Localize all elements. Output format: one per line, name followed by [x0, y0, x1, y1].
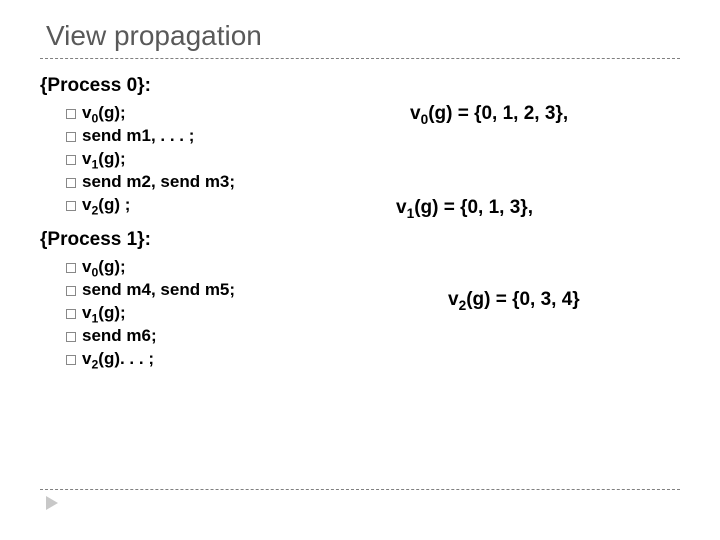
checkbox-icon	[66, 286, 76, 296]
title-underline	[40, 58, 680, 59]
left-column: {Process 0}: v0(g); send m1, . . . ; v1(…	[40, 73, 400, 383]
process-1-item-3: send m6;	[40, 326, 400, 346]
checkbox-icon	[66, 263, 76, 273]
process-1-item-4-text: v2(g). . . ;	[82, 349, 154, 369]
checkbox-icon	[66, 355, 76, 365]
checkbox-icon	[66, 178, 76, 188]
process-0-item-3-text: send m2, send m3;	[82, 172, 235, 192]
footer-arrow-icon	[46, 496, 58, 510]
process-1-item-0-text: v0(g);	[82, 257, 126, 277]
process-1-item-2-text: v1(g);	[82, 303, 126, 323]
process-1-item-1: send m4, send m5;	[40, 280, 400, 300]
checkbox-icon	[66, 132, 76, 142]
process-0-item-3: send m2, send m3;	[40, 172, 400, 192]
process-0-item-4-text: v2(g) ;	[82, 195, 130, 215]
process-0-block: {Process 0}: v0(g); send m1, . . . ; v1(…	[40, 75, 400, 215]
view-v2-annotation: v2(g) = {0, 3, 4}	[448, 289, 580, 311]
checkbox-icon	[66, 109, 76, 119]
process-1-item-1-text: send m4, send m5;	[82, 280, 235, 300]
process-0-item-1-text: send m1, . . . ;	[82, 126, 194, 146]
process-1-block: {Process 1}: v0(g); send m4, send m5; v1…	[40, 229, 400, 369]
checkbox-icon	[66, 332, 76, 342]
checkbox-icon	[66, 201, 76, 211]
view-v0-annotation: v0(g) = {0, 1, 2, 3},	[410, 103, 568, 125]
process-1-item-4: v2(g). . . ;	[40, 349, 400, 369]
process-0-item-4: v2(g) ;	[40, 195, 400, 215]
footer-bar	[40, 489, 680, 510]
process-1-item-2: v1(g);	[40, 303, 400, 323]
process-0-item-2-text: v1(g);	[82, 149, 126, 169]
checkbox-icon	[66, 155, 76, 165]
process-0-header: {Process 0}:	[40, 75, 400, 97]
slide-title: View propagation	[40, 20, 680, 52]
process-1-header: {Process 1}:	[40, 229, 400, 251]
view-v1-annotation: v1(g) = {0, 1, 3},	[396, 197, 533, 219]
content-area: {Process 0}: v0(g); send m1, . . . ; v1(…	[40, 73, 680, 473]
checkbox-icon	[66, 309, 76, 319]
process-0-item-0-text: v0(g);	[82, 103, 126, 123]
process-0-item-0: v0(g);	[40, 103, 400, 123]
process-0-item-1: send m1, . . . ;	[40, 126, 400, 146]
process-1-item-0: v0(g);	[40, 257, 400, 277]
process-1-item-3-text: send m6;	[82, 326, 157, 346]
process-0-item-2: v1(g);	[40, 149, 400, 169]
